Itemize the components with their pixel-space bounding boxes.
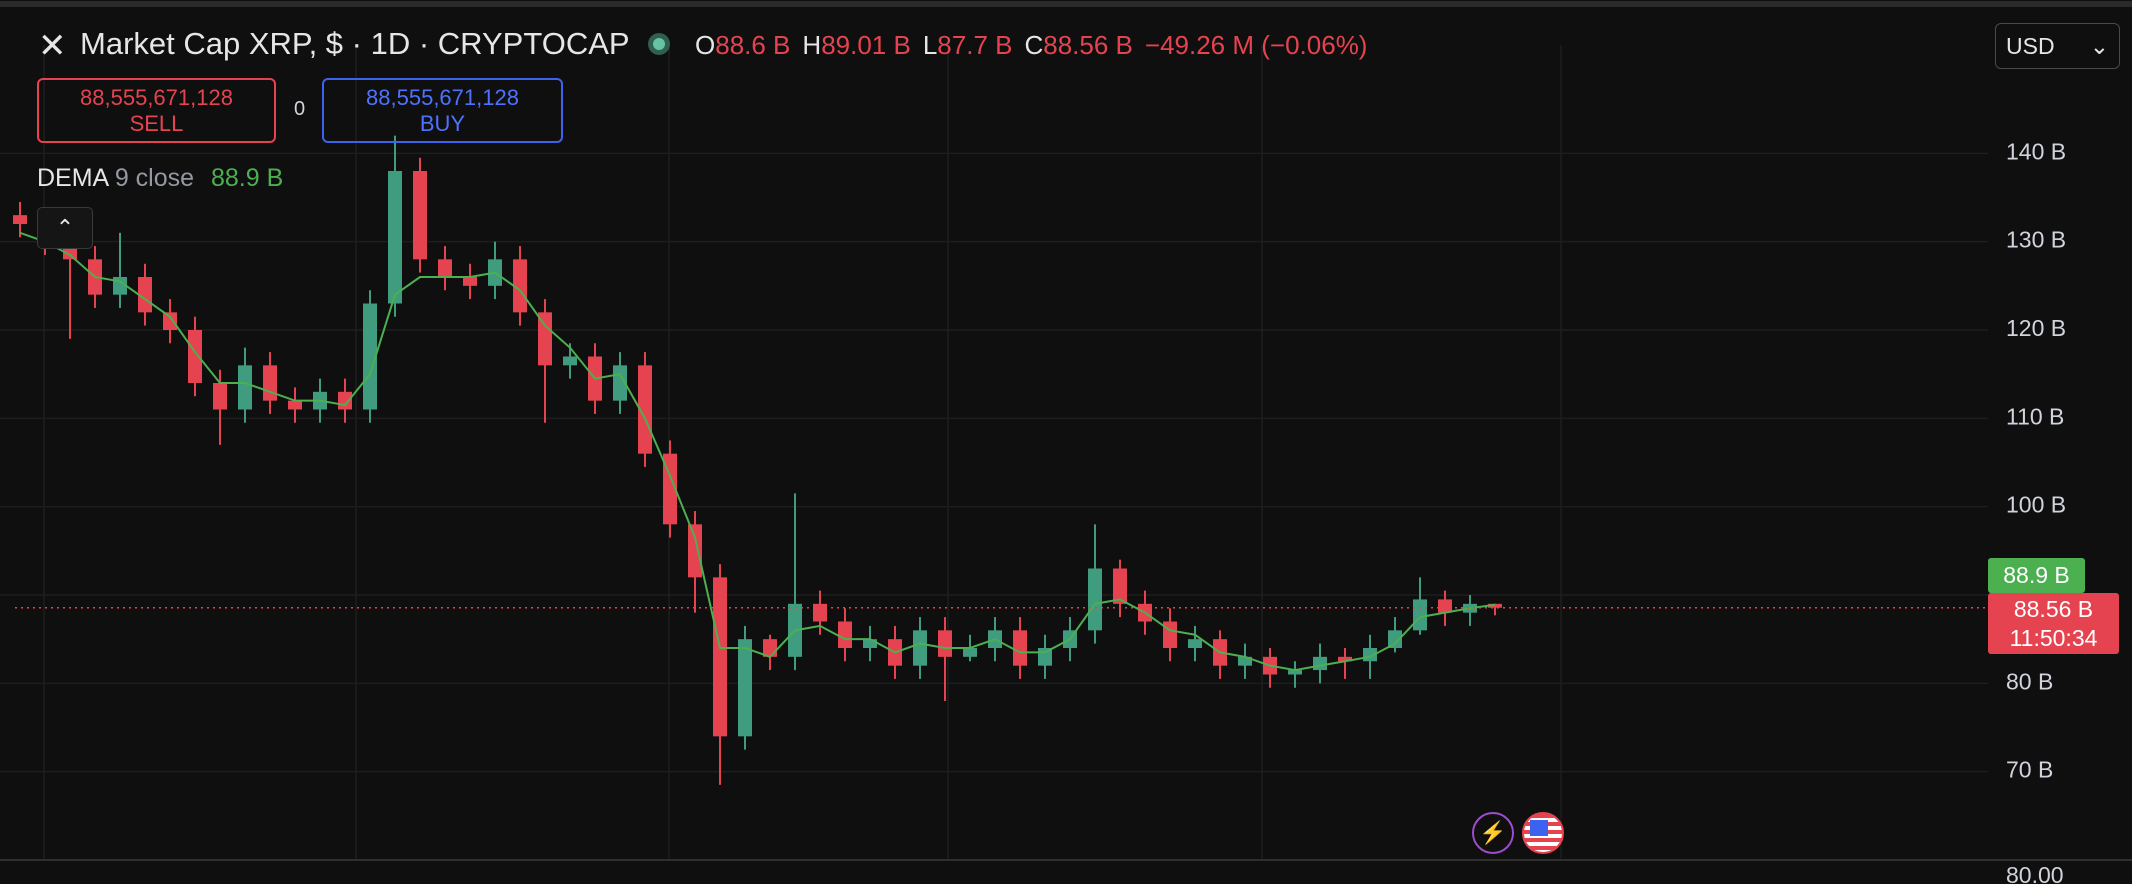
candle-body xyxy=(338,391,352,410)
candle-body xyxy=(513,259,527,313)
candle-body xyxy=(238,365,252,410)
currency: USD xyxy=(2006,33,2055,59)
buy-price: 88,555,671,128 xyxy=(366,85,519,110)
countdown: 11:50:34 xyxy=(2009,625,2098,651)
status-dot-ring xyxy=(648,33,670,55)
flag-canton xyxy=(1530,820,1548,836)
candle-body xyxy=(1188,639,1202,648)
spread: 0 xyxy=(294,98,306,120)
dema-price-tag: 88.9 B xyxy=(1988,558,2085,593)
y-tick-label: 120 B xyxy=(2006,315,2066,341)
buy-label: BUY xyxy=(419,111,466,136)
candle-body xyxy=(13,215,27,224)
sell-price: 88,555,671,128 xyxy=(80,85,233,110)
ohlc-key: O xyxy=(695,30,716,60)
candle-body xyxy=(1288,670,1302,675)
candle-body xyxy=(938,630,952,657)
candle-body xyxy=(463,277,477,286)
candle-body xyxy=(213,383,227,410)
candle-body xyxy=(1338,656,1352,662)
candle-body xyxy=(188,330,202,383)
candle-body xyxy=(713,577,727,737)
candle-body xyxy=(738,639,752,737)
candle-body xyxy=(1013,630,1027,666)
ohlc-key: L xyxy=(922,30,938,60)
candle-body xyxy=(838,621,852,648)
candle-body xyxy=(1438,599,1452,613)
candle-body xyxy=(413,171,427,260)
change: −49.26 M (−0.06%) xyxy=(1144,30,1368,60)
candle-body xyxy=(913,630,927,666)
candle-body xyxy=(1313,656,1327,671)
candle-body xyxy=(363,303,377,410)
candle-body xyxy=(388,171,402,304)
ohlc-value: 88.6 B xyxy=(715,30,791,60)
last-price-tag: 88.56 B 11:50:34 xyxy=(1988,593,2119,654)
symbol-title: Market Cap XRP, $ · 1D · CRYPTOCAP xyxy=(80,26,630,61)
last-price: 88.56 B xyxy=(2013,596,2094,622)
candle-body xyxy=(663,453,677,525)
candle-body xyxy=(1088,568,1102,631)
dema-line xyxy=(19,231,1496,672)
candle-body xyxy=(138,277,152,313)
candle-body xyxy=(638,365,652,454)
candle-body xyxy=(1113,568,1127,604)
candle-body xyxy=(1488,603,1502,608)
ohlc-value: 88.56 B xyxy=(1043,30,1133,60)
candle-body xyxy=(813,603,827,622)
indicator-name: DEMA xyxy=(37,164,108,192)
y-tick-label: 70 B xyxy=(2006,757,2053,783)
sell-button[interactable]: 88,555,671,128 SELL xyxy=(37,78,276,143)
candle-body xyxy=(1163,621,1177,648)
candle-body xyxy=(538,312,552,366)
candle-body xyxy=(863,639,877,648)
ohlc-value: 89.01 B xyxy=(821,30,911,60)
candle-body xyxy=(163,312,177,330)
candle-body xyxy=(563,356,577,366)
y-tick-label: 100 B xyxy=(2006,492,2066,518)
y-tick-label: 140 B xyxy=(2006,138,2066,164)
close-icon[interactable]: ✕ xyxy=(38,27,67,65)
indicator-value: 88.9 B xyxy=(210,164,284,192)
ohlc-key: H xyxy=(802,30,822,60)
lower-pane-label: 80.00 xyxy=(2006,862,2064,884)
candle-body xyxy=(1413,599,1427,631)
us-flag-icon[interactable] xyxy=(1522,812,1564,854)
y-tick-label: 130 B xyxy=(2006,227,2066,253)
candle-body xyxy=(1388,630,1402,648)
indicator-params: 9 close xyxy=(114,164,195,192)
y-tick-label: 110 B xyxy=(2006,403,2064,429)
status-dot xyxy=(653,38,665,50)
candle-body xyxy=(263,365,277,401)
currency-select[interactable]: USD ⌄ xyxy=(1995,23,2120,69)
ohlc-value: 87.7 B xyxy=(937,30,1013,60)
indicator-legend: DEMA 9 close 88.9 B xyxy=(37,164,283,193)
candle-body xyxy=(288,400,302,410)
ohlc-key: C xyxy=(1024,30,1044,60)
candle-body xyxy=(438,259,452,277)
collapse-button[interactable]: ⌃ xyxy=(37,207,93,249)
events-icon[interactable]: ⚡ xyxy=(1472,812,1514,854)
buy-button[interactable]: 88,555,671,128 BUY xyxy=(322,78,563,143)
candle-body xyxy=(1238,656,1252,666)
candle-body xyxy=(963,648,977,657)
candle-body xyxy=(688,524,702,578)
y-tick-label: 80 B xyxy=(2006,668,2053,694)
ohlc-legend: O88.6 B H89.01 B L87.7 B C88.56 B −49.26 M (… xyxy=(695,30,1367,61)
sell-label: SELL xyxy=(129,111,184,136)
